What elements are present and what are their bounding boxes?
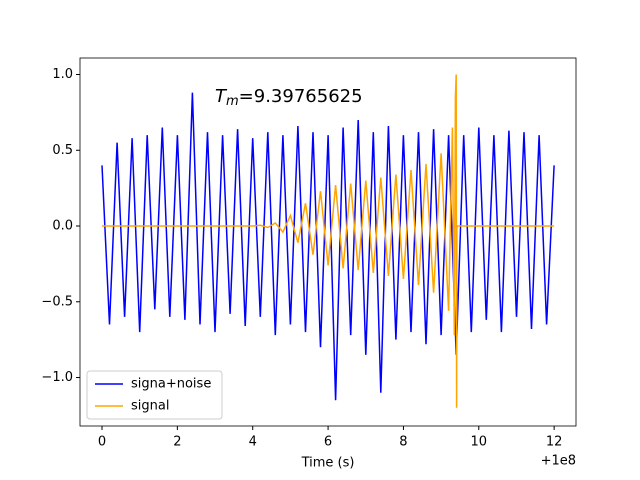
- legend-label: signa+noise: [131, 377, 211, 392]
- x-tick-label: 12: [546, 435, 563, 450]
- annotation-subscript: m: [226, 94, 239, 109]
- x-tick-label: 4: [249, 435, 257, 450]
- x-tick-label: 10: [471, 435, 488, 450]
- x-tick-label: 6: [324, 435, 332, 450]
- annotation-symbol: T: [215, 86, 228, 107]
- x-tick-label: 0: [98, 435, 106, 450]
- y-tick-label: −1.0: [41, 370, 73, 385]
- axes-frame: [79, 57, 577, 427]
- x-offset-label: +1e8: [541, 454, 576, 469]
- y-tick-label: 1.0: [52, 67, 73, 82]
- y-tick-label: 0.0: [52, 219, 73, 234]
- legend-label: signal: [131, 399, 169, 414]
- line-series: [101, 92, 555, 401]
- annotation-text: =9.39765625: [239, 86, 363, 107]
- annotation: Tm=9.39765625: [215, 86, 363, 109]
- x-tick-label: 2: [173, 435, 181, 450]
- y-tick-label: 0.5: [52, 143, 73, 158]
- legend-box: [86, 370, 223, 420]
- y-tick-label: −0.5: [41, 294, 73, 309]
- line-series: [102, 74, 555, 408]
- x-axis-label: Time (s): [301, 456, 355, 471]
- x-tick-label: 8: [399, 435, 407, 450]
